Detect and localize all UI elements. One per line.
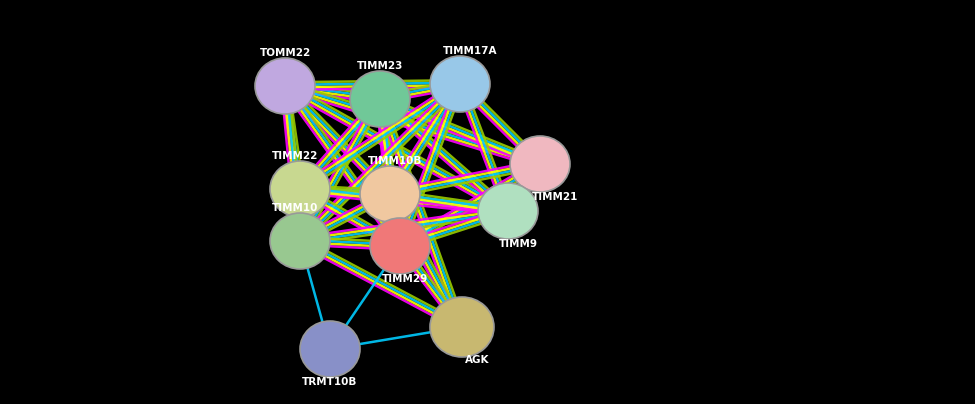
Text: TIMM29: TIMM29 bbox=[382, 274, 428, 284]
Ellipse shape bbox=[430, 56, 490, 112]
Text: TIMM17A: TIMM17A bbox=[443, 46, 497, 56]
Ellipse shape bbox=[510, 136, 570, 192]
Text: TRMT10B: TRMT10B bbox=[302, 377, 358, 387]
Text: AGK: AGK bbox=[465, 355, 489, 365]
Ellipse shape bbox=[255, 58, 315, 114]
Ellipse shape bbox=[300, 321, 360, 377]
Ellipse shape bbox=[350, 71, 410, 127]
Text: TIMM10B: TIMM10B bbox=[368, 156, 422, 166]
Text: TIMM10: TIMM10 bbox=[272, 203, 318, 213]
Text: TIMM23: TIMM23 bbox=[357, 61, 404, 71]
Text: TIMM9: TIMM9 bbox=[498, 239, 537, 249]
Text: TIMM21: TIMM21 bbox=[531, 192, 578, 202]
Ellipse shape bbox=[360, 166, 420, 222]
Ellipse shape bbox=[270, 213, 330, 269]
Text: TIMM22: TIMM22 bbox=[272, 151, 318, 161]
Ellipse shape bbox=[270, 161, 330, 217]
Text: TOMM22: TOMM22 bbox=[259, 48, 311, 58]
Ellipse shape bbox=[430, 297, 494, 357]
Ellipse shape bbox=[478, 183, 538, 239]
Ellipse shape bbox=[370, 218, 430, 274]
